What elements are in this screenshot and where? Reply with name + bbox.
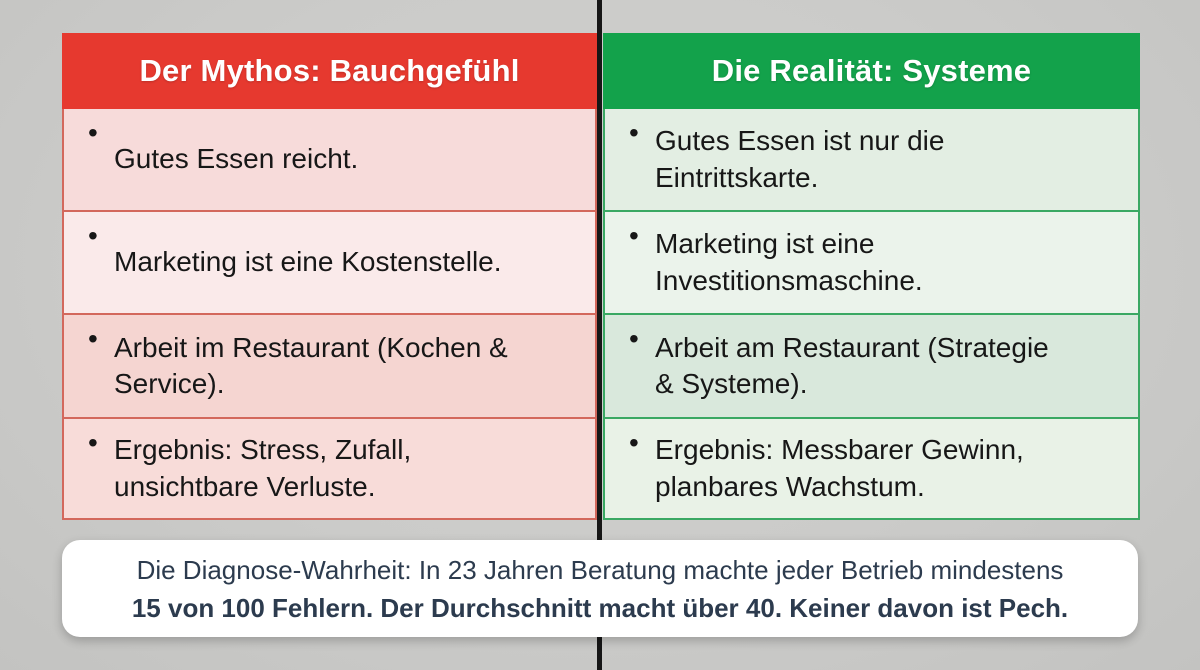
list-item-text: Gutes Essen ist nur die Eintrittskarte. bbox=[655, 125, 945, 193]
list-item: • Ergebnis: Stress, Zufall, unsichtbare … bbox=[64, 417, 595, 518]
myth-column-header: Der Mythos: Bauchgefühl bbox=[62, 33, 597, 109]
bullet-icon: • bbox=[629, 427, 639, 458]
list-item: • Arbeit am Restaurant (Strategie & Syst… bbox=[605, 313, 1138, 417]
myth-column: Der Mythos: Bauchgefühl • Gutes Essen re… bbox=[62, 33, 597, 520]
list-item-text: Ergebnis: Messbarer Gewinn, planbares Wa… bbox=[655, 434, 1024, 502]
list-item-text: Marketing ist eine Kostenstelle. bbox=[114, 246, 502, 278]
reality-column-header: Die Realität: Systeme bbox=[603, 33, 1140, 109]
column-divider-line bbox=[597, 0, 602, 670]
list-item-text: Arbeit am Restaurant (Strategie & System… bbox=[655, 331, 1049, 399]
bullet-icon: • bbox=[629, 323, 639, 354]
reality-column: Die Realität: Systeme • Gutes Essen ist … bbox=[603, 33, 1140, 520]
bullet-icon: • bbox=[88, 427, 98, 458]
list-item-text: Marketing ist eine Investitionsmaschine. bbox=[655, 228, 923, 296]
diagnosis-line-2: 15 von 100 Fehlern. Der Durchschnitt mac… bbox=[131, 592, 1069, 623]
list-item-text: Ergebnis: Stress, Zufall, unsichtbare Ve… bbox=[114, 434, 412, 502]
list-item: • Ergebnis: Messbarer Gewinn, planbares … bbox=[605, 417, 1138, 518]
bullet-icon: • bbox=[88, 220, 98, 251]
myth-header-label: Der Mythos: Bauchgefühl bbox=[139, 53, 520, 88]
bullet-icon: • bbox=[629, 117, 639, 148]
diagnosis-callout: Die Diagnose-Wahrheit: In 23 Jahren Bera… bbox=[62, 540, 1138, 637]
list-item: • Marketing ist eine Investitionsmaschin… bbox=[605, 210, 1138, 313]
list-item: • Gutes Essen reicht. bbox=[64, 109, 595, 210]
list-item-text: Gutes Essen reicht. bbox=[114, 143, 359, 175]
bullet-icon: • bbox=[88, 323, 98, 354]
bullet-icon: • bbox=[629, 220, 639, 251]
list-item-text: Arbeit im Restaurant (Kochen & Service). bbox=[114, 331, 508, 399]
list-item: • Marketing ist eine Kostenstelle. bbox=[64, 210, 595, 313]
list-item: • Gutes Essen ist nur die Eintrittskarte… bbox=[605, 109, 1138, 210]
list-item: • Arbeit im Restaurant (Kochen & Service… bbox=[64, 313, 595, 417]
diagnosis-line-1: Die Diagnose-Wahrheit: In 23 Jahren Bera… bbox=[136, 554, 1064, 585]
bullet-icon: • bbox=[88, 117, 98, 148]
reality-header-label: Die Realität: Systeme bbox=[711, 53, 1032, 88]
